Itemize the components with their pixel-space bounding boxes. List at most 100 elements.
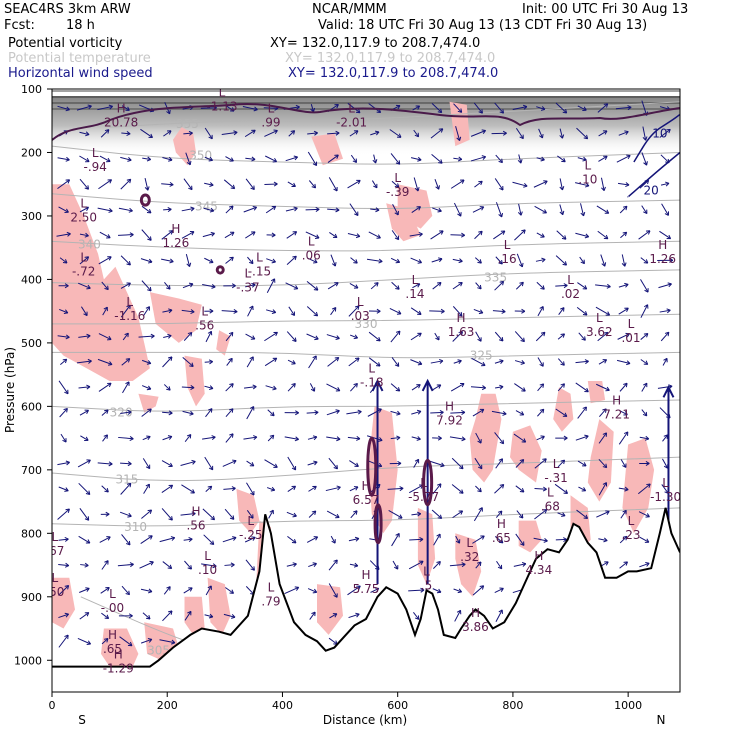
wind-vector-head — [336, 485, 341, 491]
wind-vector-head — [622, 231, 628, 237]
wind-vector — [639, 536, 650, 543]
theta-contour-320 — [52, 399, 680, 412]
wind-vector-head — [621, 262, 627, 267]
wind-vector — [98, 256, 112, 265]
pv-extremum-value: .56 — [186, 518, 205, 532]
wind-vector-head — [103, 638, 109, 643]
wind-vector-head — [460, 179, 465, 184]
pv-extremum-low: L.10 — [198, 549, 217, 577]
wind-vector — [306, 333, 319, 340]
forecast-label: Fcst: — [4, 18, 35, 33]
wind-vector — [330, 535, 336, 544]
wind-vector-head — [86, 384, 91, 390]
theta-label-335: 335 — [484, 271, 507, 285]
theta-contour-325 — [52, 351, 680, 359]
wind-vector-head — [269, 509, 274, 515]
wind-vector — [121, 534, 131, 546]
wind-vector — [246, 460, 255, 467]
wind-vector — [204, 456, 214, 471]
wind-vector-head — [394, 565, 399, 570]
wind-vector-head — [85, 539, 91, 544]
wind-vector-head — [354, 462, 359, 467]
wind-vector-head — [315, 206, 320, 212]
wind-vector-head — [374, 587, 380, 593]
wind-vector-head — [335, 335, 340, 340]
wind-vector-head — [481, 361, 486, 367]
wind-vector — [159, 639, 176, 644]
pv-max-contour-4 — [422, 458, 434, 507]
wind-vector — [595, 284, 611, 288]
wind-vector — [222, 460, 237, 467]
wind-vector-head — [207, 485, 213, 491]
wind-vector-head — [478, 309, 484, 315]
wind-vector — [79, 206, 89, 213]
wind-vector — [326, 510, 340, 518]
wind-vector-head — [335, 207, 340, 213]
wind-vector-head — [145, 464, 151, 470]
wind-vector-head — [104, 560, 109, 565]
wind-vector-head — [332, 233, 338, 239]
wind-vector-head — [64, 634, 69, 640]
wind-vector — [454, 610, 461, 622]
pv-extremum-low: L-1.30 — [650, 476, 680, 504]
wind-vector-head — [477, 487, 482, 493]
wind-vector — [56, 233, 71, 237]
wind-vector — [492, 310, 506, 313]
wind-vector — [143, 306, 150, 317]
wind-vector — [182, 283, 194, 289]
theta-contour-310 — [52, 507, 680, 527]
pv-extremum-value: .79 — [261, 595, 280, 609]
wind-vector-head — [104, 614, 110, 620]
wind-vector — [514, 383, 526, 392]
x-tick-label: 200 — [157, 699, 178, 712]
wind-vector-head — [519, 411, 525, 416]
wind-vector — [578, 486, 586, 492]
wind-vector-head — [622, 463, 627, 468]
wind-vector-head — [436, 384, 442, 389]
wind-vector — [559, 128, 563, 139]
wind-vector — [430, 230, 444, 240]
wind-vector — [350, 154, 357, 163]
wind-vector-head — [436, 588, 442, 594]
pv-extremum-low: L-1.13 — [206, 89, 237, 114]
pv-extremum-value: .99 — [261, 115, 280, 129]
wind-vector-head — [394, 235, 400, 241]
wind-vector — [284, 436, 299, 440]
wind-vector — [621, 254, 626, 267]
wind-vector-head — [107, 256, 112, 261]
wind-vector — [390, 153, 401, 165]
wind-vector-head — [127, 409, 132, 415]
wind-vector-head — [605, 386, 610, 392]
wind-vector — [225, 331, 234, 342]
wind-vector — [368, 331, 381, 342]
wind-vector — [432, 561, 441, 570]
wind-vector — [514, 229, 526, 241]
wind-vector-head — [666, 234, 672, 240]
wind-vector — [78, 335, 91, 338]
wind-vector-head — [644, 288, 649, 293]
wind-vector-head — [127, 512, 132, 518]
wind-vector-head — [625, 182, 630, 188]
wind-vector — [595, 306, 610, 316]
wind-vector-head — [374, 130, 380, 136]
wind-vector-head — [458, 331, 464, 336]
wind-vector — [162, 309, 173, 313]
wind-vector-head — [372, 159, 378, 164]
wind-vector-head — [461, 436, 466, 442]
wind-vector — [244, 536, 256, 543]
wind-vector — [617, 333, 630, 340]
wind-vector — [474, 457, 483, 470]
wind-vector — [538, 128, 543, 139]
pv-tropopause-contour — [52, 103, 680, 141]
wind-vector — [475, 282, 482, 290]
pv-extremum-kind: L — [466, 536, 473, 550]
pv-extremum-high: H20.78 — [104, 101, 138, 129]
wind-vector-head — [396, 310, 402, 315]
wind-vector — [225, 156, 234, 162]
pv-extremum-value: 5.75 — [353, 582, 380, 596]
wind-vector — [642, 126, 647, 141]
wind-vector — [267, 434, 275, 442]
wind-vector-head — [498, 538, 504, 544]
wind-vector-head — [170, 536, 176, 541]
wind-vector-head — [103, 434, 108, 439]
